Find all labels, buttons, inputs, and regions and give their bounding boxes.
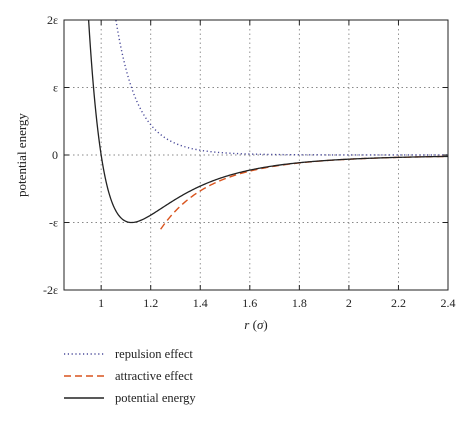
series-line-potential-energy	[87, 20, 448, 224]
x-tick-label: 2.2	[391, 296, 406, 310]
legend: repulsion effect attractive effect potenti…	[64, 347, 196, 405]
x-axis-title: r (σ)	[244, 317, 267, 332]
y-tick-label: 2ε	[47, 13, 58, 27]
series-line-attractive-effect	[160, 155, 448, 230]
legend-label: attractive effect	[115, 369, 193, 383]
series-group	[87, 20, 448, 230]
x-tick-label: 1.6	[242, 296, 257, 310]
x-tick-label: 1	[98, 296, 104, 310]
y-tick-label: -ε	[49, 216, 58, 230]
legend-label: repulsion effect	[115, 347, 193, 361]
series-line-repulsion-effect	[115, 20, 448, 156]
y-tick-label: -2ε	[43, 283, 58, 297]
x-tick-label: 1.4	[193, 296, 208, 310]
y-tick-label: ε	[53, 81, 58, 95]
x-tick-label: 2	[346, 296, 352, 310]
axis-ticks: 1 1.2 1.4 1.6 1.8 2 2.2 2.4 2ε ε 0 -ε -2ε	[43, 13, 456, 310]
x-tick-label: 1.8	[292, 296, 307, 310]
x-tick-label: 2.4	[441, 296, 456, 310]
x-tick-label: 1.2	[143, 296, 158, 310]
grid-lines	[64, 20, 449, 290]
plot-frame	[63, 19, 449, 291]
legend-label: potential energy	[115, 391, 196, 405]
y-axis-title: potential energy	[14, 113, 29, 197]
y-tick-label: 0	[52, 148, 58, 162]
